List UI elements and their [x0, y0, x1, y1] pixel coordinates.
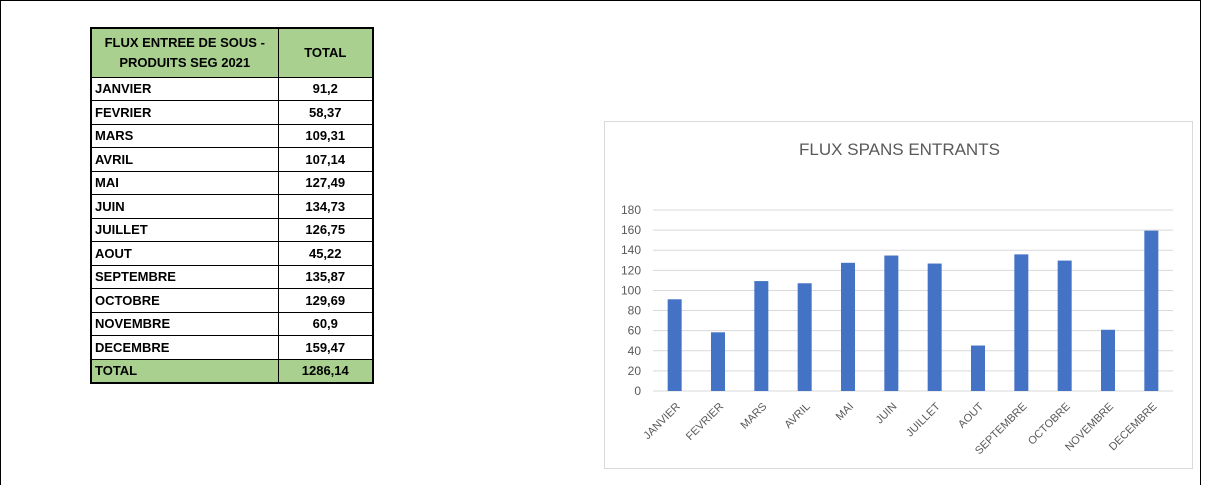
x-tick-label: MARS — [738, 401, 769, 432]
table-row: SEPTEMBRE 135,87 — [90, 264, 374, 289]
value-cell: 107,14 — [277, 147, 374, 172]
month-cell: MAI — [90, 170, 279, 195]
table-row: MARS 109,31 — [90, 123, 374, 148]
bar — [667, 299, 682, 391]
y-tick-label: 80 — [628, 304, 642, 318]
table-row: FEVRIER 58,37 — [90, 100, 374, 125]
y-tick-label: 100 — [621, 283, 641, 297]
month-cell: JANVIER — [90, 76, 279, 101]
x-tick-label: OCTOBRE — [1026, 401, 1073, 448]
value-cell: 58,37 — [277, 100, 374, 125]
value-cell: 129,69 — [277, 288, 374, 313]
y-tick-label: 40 — [628, 344, 642, 358]
x-tick-label: JUILLET — [904, 400, 943, 439]
bar — [711, 332, 725, 391]
y-tick-label: 20 — [628, 364, 642, 378]
month-cell: AVRIL — [90, 147, 279, 172]
x-tick-label: MAI — [834, 401, 856, 423]
value-cell: 135,87 — [277, 264, 374, 289]
y-tick-label: 140 — [621, 243, 641, 257]
bar — [1014, 254, 1029, 391]
x-tick-label: AOUT — [956, 400, 986, 430]
bar — [884, 255, 899, 391]
y-tick-label: 120 — [621, 263, 641, 277]
value-cell: 127,49 — [277, 170, 374, 195]
month-cell: FEVRIER — [90, 100, 279, 125]
month-cell: NOVEMBRE — [90, 311, 279, 336]
bar — [1057, 260, 1072, 391]
y-tick-label: 0 — [634, 384, 641, 398]
bar — [754, 281, 769, 391]
x-tick-label: JUIN — [874, 401, 900, 427]
value-cell: 60,9 — [277, 311, 374, 336]
chart-svg: FLUX SPANS ENTRANTS 0 20 40 60 80 100 120 140 160… — [621, 140, 1173, 457]
total-value: 1286,14 — [277, 358, 374, 383]
bar — [797, 283, 812, 391]
month-cell: JUILLET — [90, 217, 279, 242]
month-cell: AOUT — [90, 241, 279, 266]
chart-title: FLUX SPANS ENTRANTS — [799, 140, 1000, 159]
table-row: DECEMBRE 159,47 — [90, 335, 374, 360]
x-tick-label: FEVRIER — [684, 401, 726, 443]
value-cell: 134,73 — [277, 194, 374, 219]
bar — [927, 263, 942, 391]
y-tick-label: 60 — [628, 324, 642, 338]
y-tick-label: 180 — [621, 203, 641, 217]
total-label: TOTAL — [90, 358, 279, 383]
header-total: TOTAL — [277, 27, 374, 78]
flux-table: FLUX ENTREE DE SOUS - PRODUITS SEG 2021 … — [90, 27, 374, 384]
table-row: JANVIER 91,2 — [90, 76, 374, 101]
value-cell: 91,2 — [277, 76, 374, 101]
table-header-row: FLUX ENTREE DE SOUS - PRODUITS SEG 2021 … — [90, 27, 374, 78]
x-tick-label: JANVIER — [641, 401, 682, 442]
month-cell: OCTOBRE — [90, 288, 279, 313]
month-cell: MARS — [90, 123, 279, 148]
bar — [841, 262, 855, 391]
y-tick-label: 160 — [621, 223, 641, 237]
value-cell: 126,75 — [277, 217, 374, 242]
bar — [971, 345, 985, 391]
table-row: AVRIL 107,14 — [90, 147, 374, 172]
table-total-row: TOTAL 1286,14 — [90, 358, 374, 383]
value-cell: 45,22 — [277, 241, 374, 266]
header-month: FLUX ENTREE DE SOUS - PRODUITS SEG 2021 — [90, 27, 279, 78]
x-tick-label: AVRIL — [782, 401, 812, 431]
table-row: NOVEMBRE 60,9 — [90, 311, 374, 336]
table-row: MAI 127,49 — [90, 170, 374, 195]
bar-chart: FLUX SPANS ENTRANTS 0 20 40 60 80 100 120 140 160… — [604, 121, 1193, 469]
table-row: AOUT 45,22 — [90, 241, 374, 266]
month-cell: SEPTEMBRE — [90, 264, 279, 289]
table-row: JUILLET 126,75 — [90, 217, 374, 242]
value-cell: 159,47 — [277, 335, 374, 360]
table-body: JANVIER 91,2 FEVRIER 58,37 MARS 109,31 AVRIL 10… — [90, 76, 374, 360]
table-row: OCTOBRE 129,69 — [90, 288, 374, 313]
bar — [1101, 329, 1115, 391]
month-cell: JUIN — [90, 194, 279, 219]
bar — [1144, 230, 1159, 391]
value-cell: 109,31 — [277, 123, 374, 148]
table-row: JUIN 134,73 — [90, 194, 374, 219]
month-cell: DECEMBRE — [90, 335, 279, 360]
